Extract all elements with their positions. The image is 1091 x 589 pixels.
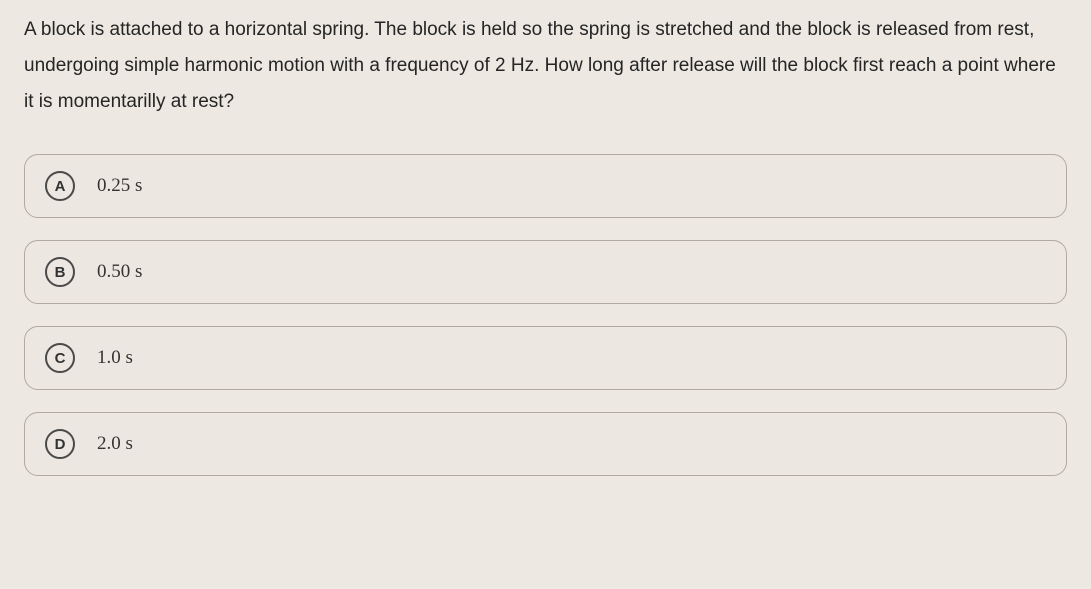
option-a[interactable]: A 0.25 s bbox=[24, 154, 1067, 218]
option-letter-circle: C bbox=[45, 343, 75, 373]
option-answer-text: 0.25 s bbox=[97, 175, 142, 197]
question-text: A block is attached to a horizontal spri… bbox=[24, 12, 1067, 120]
option-letter-circle: A bbox=[45, 171, 75, 201]
option-letter-circle: D bbox=[45, 429, 75, 459]
option-answer-text: 2.0 s bbox=[97, 433, 133, 455]
option-d[interactable]: D 2.0 s bbox=[24, 412, 1067, 476]
option-c[interactable]: C 1.0 s bbox=[24, 326, 1067, 390]
option-answer-text: 1.0 s bbox=[97, 347, 133, 369]
option-letter-circle: B bbox=[45, 257, 75, 287]
option-answer-text: 0.50 s bbox=[97, 261, 142, 283]
option-b[interactable]: B 0.50 s bbox=[24, 240, 1067, 304]
options-list: A 0.25 s B 0.50 s C 1.0 s D 2.0 s bbox=[24, 154, 1067, 476]
